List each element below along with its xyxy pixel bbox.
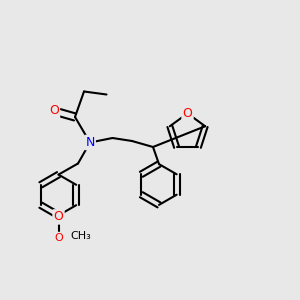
- Text: N: N: [85, 136, 95, 149]
- Text: CH₃: CH₃: [70, 231, 91, 242]
- Text: O: O: [54, 210, 63, 224]
- Text: O: O: [54, 233, 63, 243]
- Text: O: O: [49, 104, 59, 118]
- Text: O: O: [183, 107, 192, 120]
